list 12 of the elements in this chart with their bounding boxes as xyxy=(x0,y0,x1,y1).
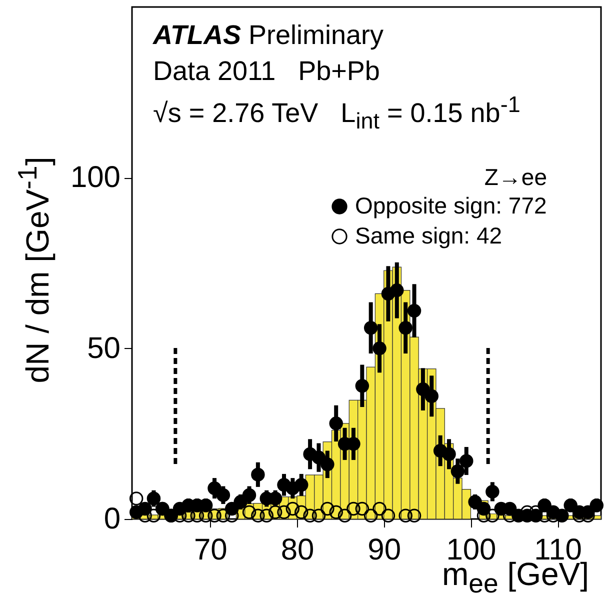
annotation: √s = 2.76 TeV L$_{int}$ = 0.15 nb$^{-1}$ xyxy=(153,92,520,134)
annotation: Data 2011 Pb+Pb xyxy=(153,56,380,86)
y-tick-label: 0 xyxy=(104,502,120,536)
x-tick-label: 90 xyxy=(368,534,402,566)
legend-title: Z→ee xyxy=(484,164,547,190)
legend-label: Same sign: 42 xyxy=(355,222,502,248)
x-tick-label: 80 xyxy=(280,534,314,566)
y-tick-label: 50 xyxy=(87,332,120,365)
legend-label: Opposite sign: 772 xyxy=(355,192,547,218)
x-tick-label: 70 xyxy=(194,534,228,566)
y-tick-label: 100 xyxy=(70,161,120,194)
annotation: ATLAS Preliminary xyxy=(153,20,384,50)
